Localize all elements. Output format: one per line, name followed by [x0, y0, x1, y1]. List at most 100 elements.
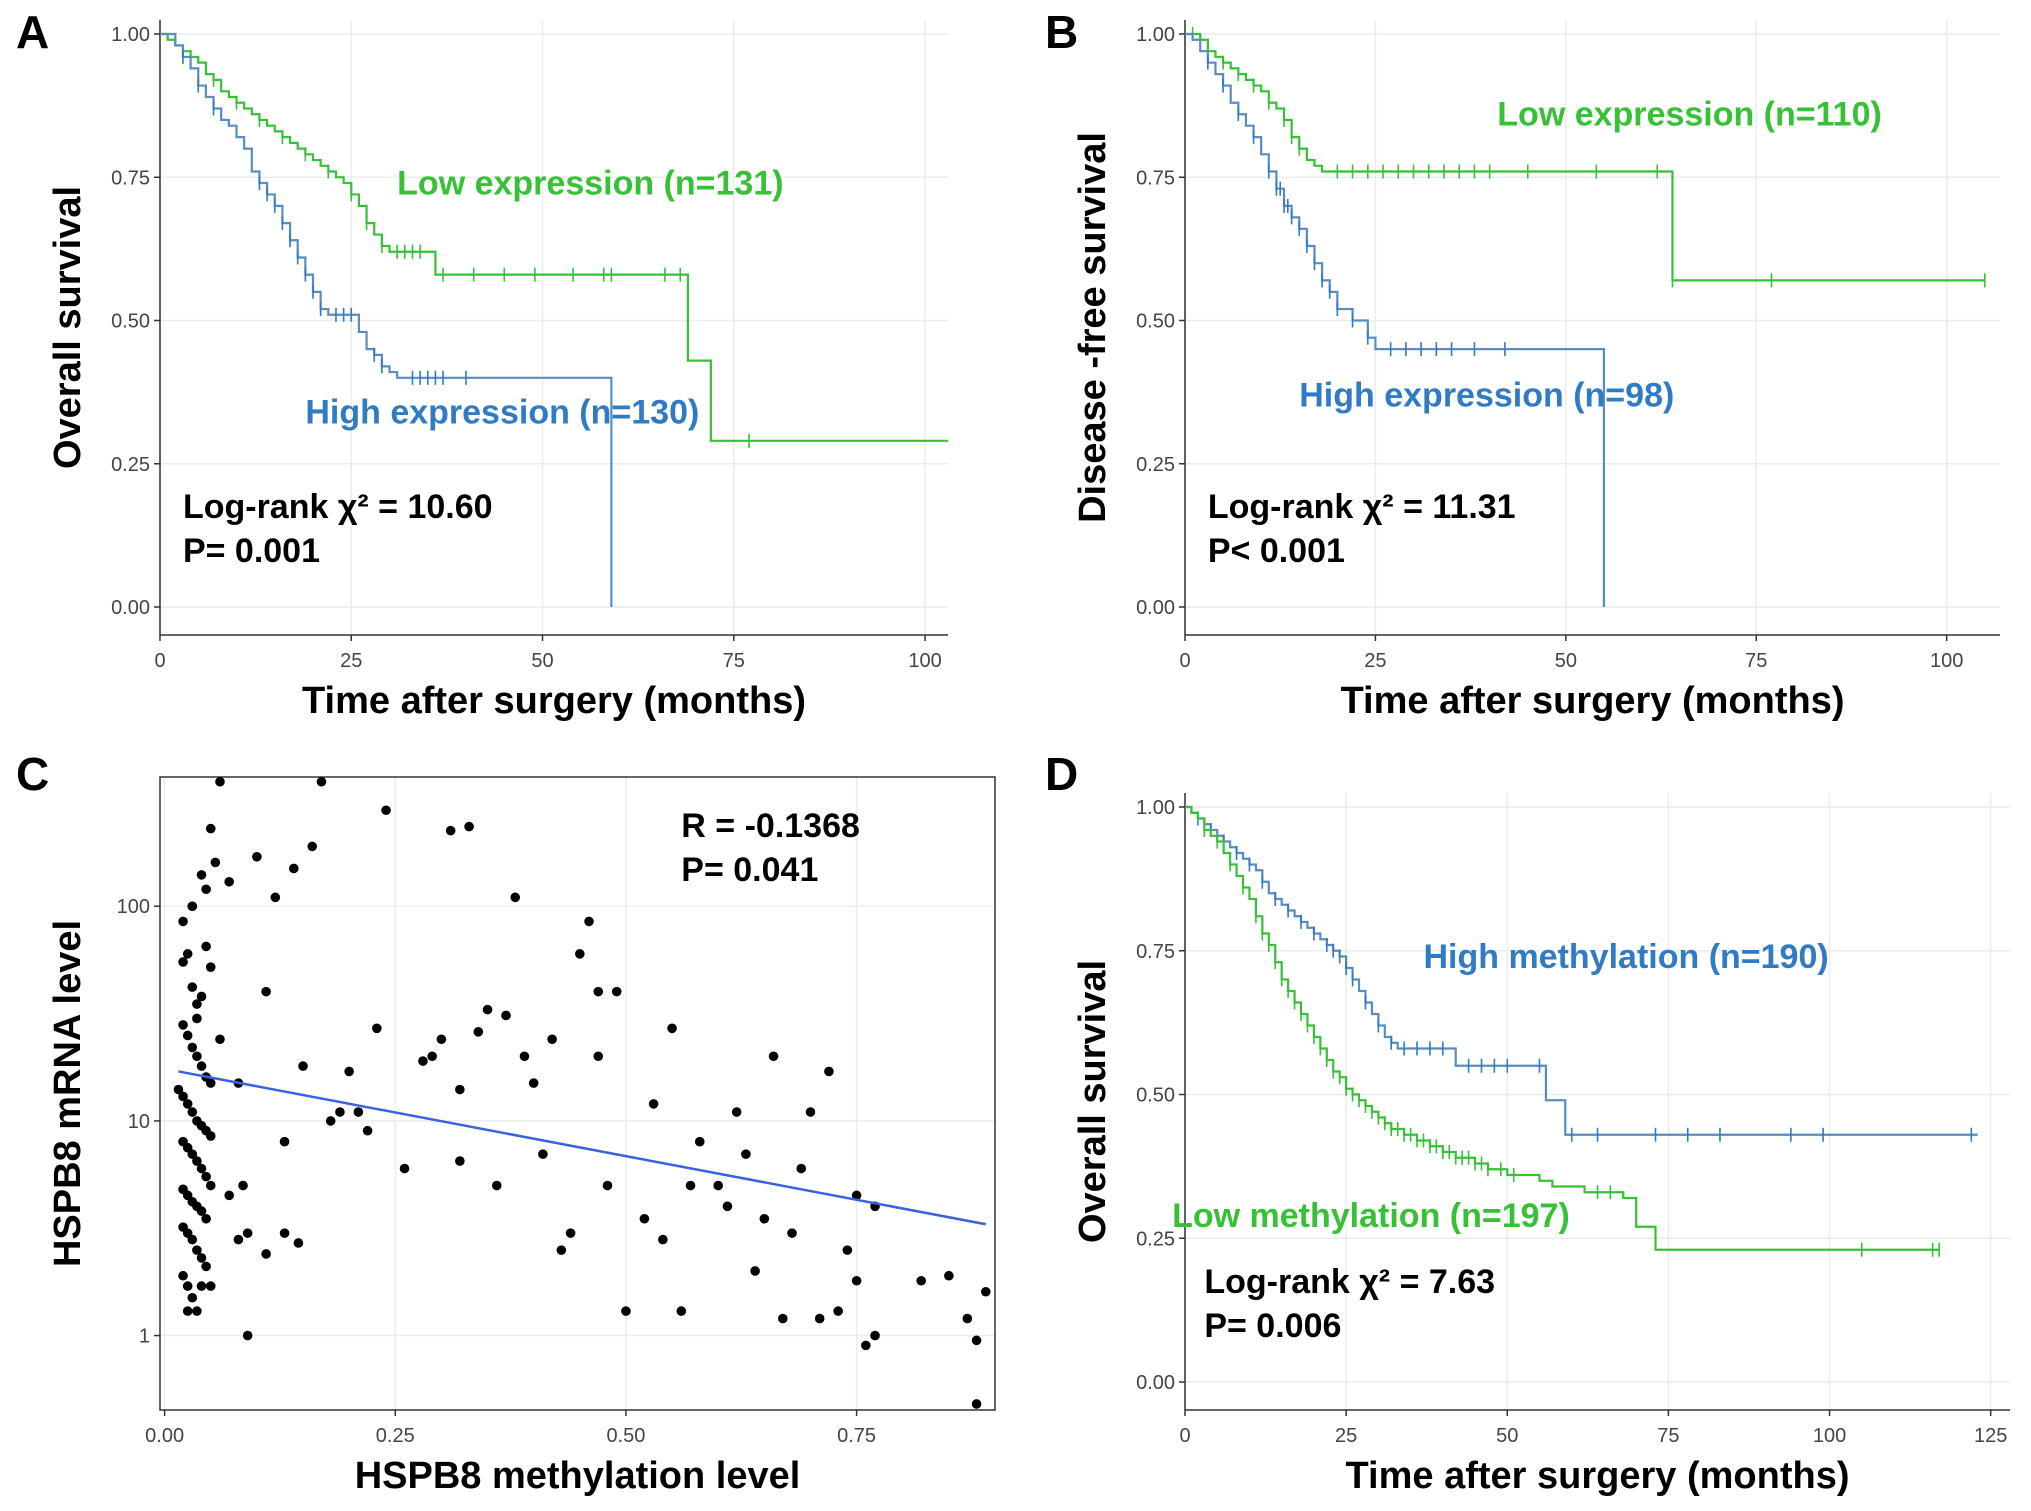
series-label: High expression (n=130) [305, 394, 699, 432]
x-tick-label: 0 [154, 650, 165, 672]
data-point [639, 1213, 650, 1224]
data-point [178, 957, 188, 967]
data-point [519, 1051, 530, 1062]
data-point [362, 1125, 373, 1136]
data-point [455, 1156, 465, 1166]
data-point [205, 1281, 216, 1291]
regression-line [178, 1070, 987, 1226]
data-point [556, 1245, 567, 1255]
data-point [805, 1107, 816, 1117]
data-point [192, 1013, 202, 1024]
x-tick-label: 100 [908, 650, 941, 672]
x-tick-label: 125 [1974, 1425, 2007, 1447]
data-point [252, 851, 262, 862]
data-point [593, 1051, 604, 1062]
km-curve-low [1185, 805, 1940, 1251]
data-point [372, 1023, 382, 1034]
data-point [192, 1156, 202, 1166]
data-point [353, 1107, 364, 1117]
data-point [182, 1281, 193, 1291]
data-point [196, 991, 207, 1002]
panel-B: B 0.00 0.25 0.50 0.75 1.00 0 25 50 75 100 Time afte… [1045, 6, 2000, 722]
data-point [381, 805, 391, 816]
panel-label: B [1045, 6, 1078, 58]
data-point [464, 821, 474, 832]
data-point [205, 1078, 216, 1088]
plot-frame [159, 776, 996, 1411]
data-point [196, 870, 207, 880]
y-tick-label: 0.75 [111, 167, 150, 189]
x-axis-title: Time after surgery (months) [302, 680, 806, 722]
data-point [192, 999, 202, 1009]
data-point [962, 1313, 973, 1324]
x-tick-label: 75 [1657, 1425, 1679, 1447]
x-tick-label: 0 [1179, 650, 1190, 672]
data-point [335, 1107, 345, 1117]
x-tick-label: 25 [1364, 650, 1386, 672]
data-point [238, 1180, 248, 1191]
x-tick-label: 50 [1555, 650, 1577, 672]
data-point [187, 901, 198, 912]
data-point [205, 1131, 216, 1141]
y-tick-label: 0.50 [1136, 1085, 1175, 1107]
panel-D: D 0.00 0.25 0.50 0.75 1.00 0 25 50 75 100 125 Time a… [1045, 748, 2010, 1497]
data-point [178, 1091, 188, 1102]
data-point [713, 1180, 724, 1191]
data-point [759, 1213, 770, 1224]
data-point [242, 1330, 253, 1341]
data-point [178, 916, 188, 927]
series-label: Low methylation (n=197) [1172, 1197, 1570, 1235]
y-axis-title: Overall survival [47, 186, 89, 469]
data-point [667, 1023, 677, 1034]
data-point [501, 1010, 511, 1021]
data-point [971, 1335, 982, 1346]
data-point [196, 1206, 207, 1216]
x-tick-label: 75 [723, 650, 745, 672]
data-point [694, 1136, 705, 1147]
x-tick-label: 0.25 [376, 1425, 415, 1447]
data-point [870, 1330, 880, 1341]
y-tick-label: 1.00 [1136, 797, 1175, 819]
data-point [182, 1030, 193, 1041]
data-point [602, 1180, 613, 1191]
data-point [648, 1099, 659, 1109]
data-point [418, 1056, 428, 1066]
panel-label: A [16, 6, 49, 58]
data-point [916, 1275, 926, 1286]
stats-text: P= 0.041 [681, 851, 818, 889]
data-point [777, 1313, 788, 1324]
data-point [178, 1270, 188, 1281]
data-point [685, 1180, 696, 1191]
data-point [593, 986, 604, 997]
data-point [215, 1034, 225, 1045]
data-point [491, 1180, 502, 1191]
data-point [750, 1266, 760, 1276]
km-curve-low [160, 32, 948, 442]
data-point [205, 962, 216, 973]
data-point [192, 1051, 202, 1062]
data-point [288, 863, 299, 874]
stats-text: P= 0.006 [1204, 1307, 1341, 1345]
series-label: High expression (n=98) [1299, 376, 1674, 414]
data-point [192, 1306, 202, 1316]
data-point [538, 1149, 548, 1159]
data-point [196, 1253, 207, 1263]
y-tick-label: 0.50 [1136, 311, 1175, 333]
data-point [196, 1281, 207, 1291]
data-point [565, 1228, 576, 1238]
data-point [851, 1275, 862, 1286]
data-point [187, 1107, 198, 1117]
data-point [182, 949, 193, 959]
data-point [201, 1213, 211, 1224]
data-point [436, 1034, 447, 1045]
data-point [182, 1306, 193, 1316]
data-point [833, 1306, 843, 1316]
x-tick-label: 0.00 [145, 1425, 184, 1447]
y-tick-label: 0.00 [111, 597, 150, 619]
data-point [307, 841, 318, 852]
data-point [676, 1306, 687, 1316]
data-point [455, 1084, 465, 1095]
stats-text: Log-rank χ² = 11.31 [1208, 488, 1516, 526]
data-point [201, 884, 211, 895]
data-point [293, 1238, 304, 1248]
